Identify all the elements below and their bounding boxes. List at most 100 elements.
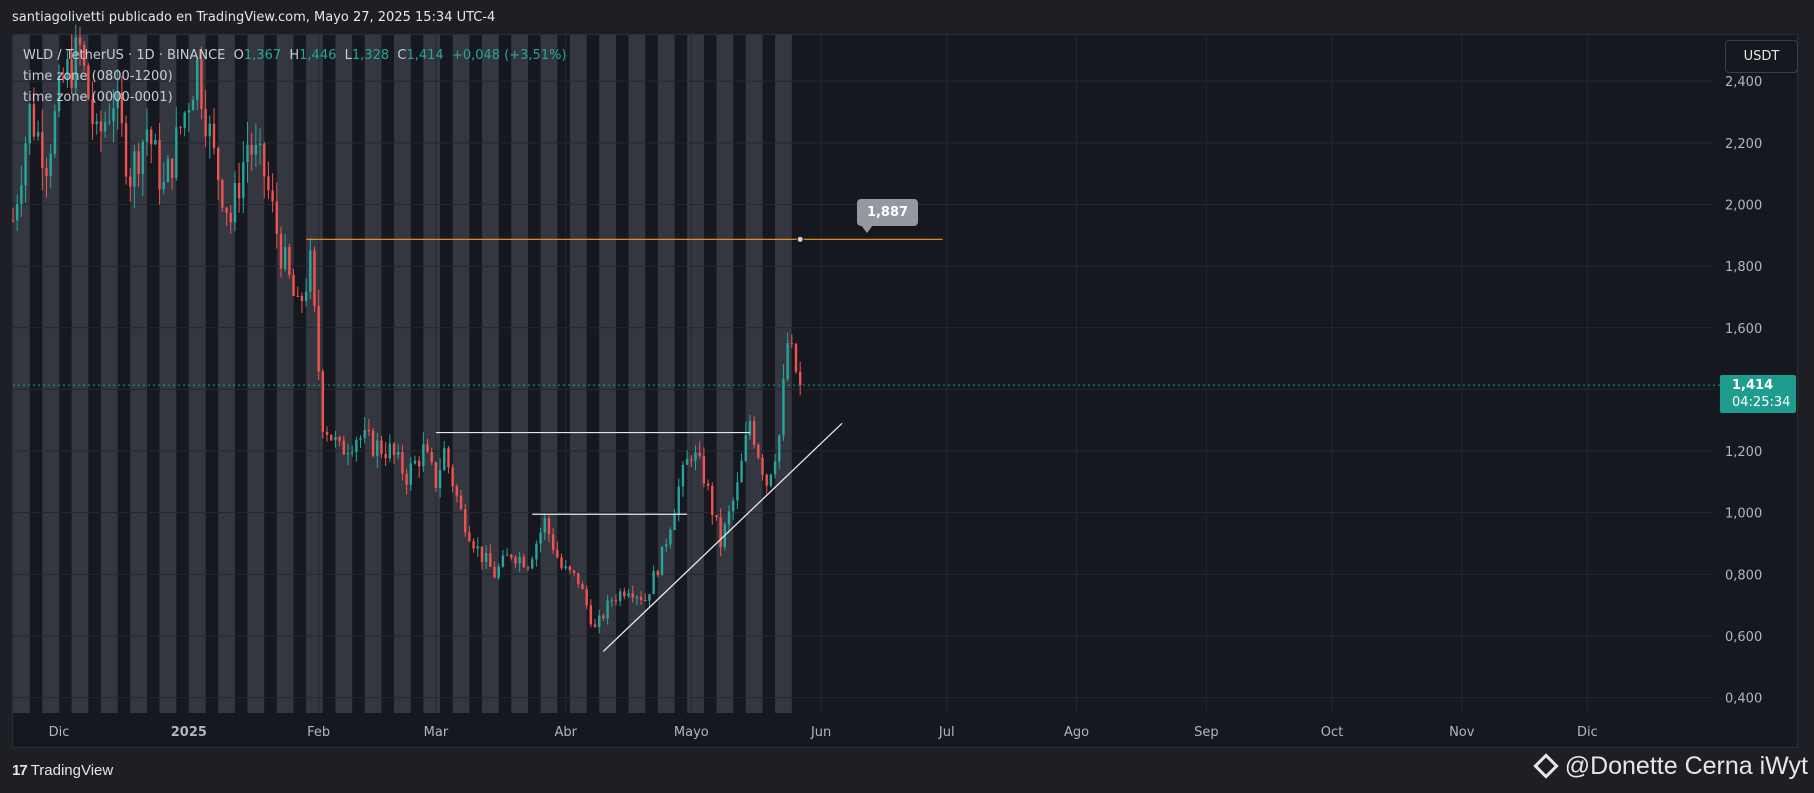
candle	[371, 427, 375, 458]
watermark: @Donette Cerna iWyt	[1532, 752, 1808, 781]
x-tick-label: Nov	[1449, 725, 1475, 740]
candle-body	[11, 219, 15, 221]
candle	[472, 538, 475, 553]
candle	[62, 67, 65, 83]
candle	[464, 503, 467, 538]
candle	[212, 108, 216, 155]
candle-body	[614, 600, 618, 602]
candle	[727, 505, 731, 533]
candle-body	[166, 158, 170, 183]
currency-button[interactable]: USDT	[1725, 40, 1798, 73]
candle	[162, 162, 165, 195]
candle-body	[698, 452, 701, 456]
candle-body	[417, 460, 421, 467]
candle-body	[271, 190, 274, 202]
candle-body	[589, 605, 593, 625]
candle	[685, 450, 689, 466]
candle-body	[87, 65, 90, 100]
watermark-text: @Donette Cerna iWyt	[1564, 752, 1808, 780]
time-zone-band	[745, 35, 763, 713]
candle	[191, 95, 195, 111]
candle	[748, 414, 752, 441]
chart-legend[interactable]: WLD / TetherUS · 1D · BINANCE O1,367 H1,…	[23, 45, 567, 108]
candle	[757, 442, 760, 460]
candle	[476, 537, 479, 557]
candle	[484, 545, 488, 569]
time-zone-band	[188, 35, 206, 713]
time-zone-band	[481, 35, 499, 713]
price-callout[interactable]: 1,887	[857, 199, 918, 233]
candle-body	[706, 483, 710, 486]
candle-body	[296, 295, 299, 297]
candle-body	[309, 250, 312, 292]
candle	[363, 416, 366, 444]
candle-body	[409, 463, 412, 485]
time-zone-band	[569, 35, 587, 713]
candle	[384, 441, 387, 467]
time-axis: Dic 2025 Feb Mar Abr Mayo Jun Jul Ago Sep Oct Nov Di…	[49, 725, 1598, 740]
candle-body	[41, 132, 44, 168]
symbol-name[interactable]: WLD / TetherUS · 1D · BINANCE	[23, 48, 226, 63]
x-tick-label: Dic	[1577, 725, 1598, 740]
candle	[304, 277, 308, 307]
candle	[321, 368, 325, 439]
candle-body	[480, 546, 484, 563]
candle-body	[497, 566, 500, 578]
candle	[413, 455, 417, 465]
last-price-tag: 1,414 04:25:34	[1720, 375, 1796, 413]
candle	[736, 472, 739, 509]
indicator-time-zone-2[interactable]: time zone (0000-0001)	[23, 90, 173, 105]
candle-body	[221, 180, 224, 208]
candle-body	[371, 430, 375, 456]
candle-body	[388, 443, 392, 459]
candle-body	[510, 554, 513, 558]
candle	[459, 490, 463, 511]
candle-body	[744, 435, 747, 461]
candle	[175, 106, 178, 181]
candle-body	[681, 464, 685, 487]
y-tick-label: 0,600	[1725, 630, 1762, 645]
candle	[652, 565, 655, 595]
time-zone-band	[335, 35, 353, 713]
candle-body	[769, 474, 773, 486]
candle	[166, 154, 170, 183]
candle-body	[539, 532, 542, 544]
high-label: H	[289, 48, 300, 63]
candle	[258, 128, 262, 165]
candle-body	[334, 436, 337, 441]
candle	[794, 342, 798, 374]
candle	[250, 133, 253, 171]
candle-body	[66, 59, 69, 79]
candle-body	[355, 439, 358, 453]
candle-body	[493, 566, 496, 578]
bottom-bar	[0, 748, 1814, 793]
candle-body	[598, 615, 601, 628]
candle	[455, 483, 459, 503]
candle-body	[300, 296, 304, 302]
candle-body	[560, 557, 563, 569]
tradingview-logo[interactable]: 17 TradingView	[12, 762, 113, 779]
candle-body	[715, 515, 718, 518]
candle-body	[325, 431, 329, 435]
candle-body	[338, 436, 341, 441]
candle-body	[711, 485, 714, 516]
candle	[129, 167, 132, 202]
candle	[246, 121, 249, 183]
indicator-time-zone-1[interactable]: time zone (0800-1200)	[23, 69, 173, 84]
candle	[221, 178, 224, 212]
candle-body	[283, 247, 287, 269]
candle	[103, 111, 107, 138]
x-tick-label: Jul	[938, 725, 955, 740]
candle	[359, 435, 362, 449]
publisher-line: santiagolivetti publicado en TradingView…	[12, 10, 496, 25]
candle-body	[330, 434, 333, 441]
candle-body	[577, 573, 580, 585]
candle-body	[434, 462, 438, 488]
candle	[560, 553, 563, 571]
candle-body	[556, 549, 559, 558]
candle-body	[426, 444, 429, 453]
candle-body	[798, 371, 802, 386]
candle	[702, 447, 706, 488]
candle-body	[254, 144, 258, 155]
